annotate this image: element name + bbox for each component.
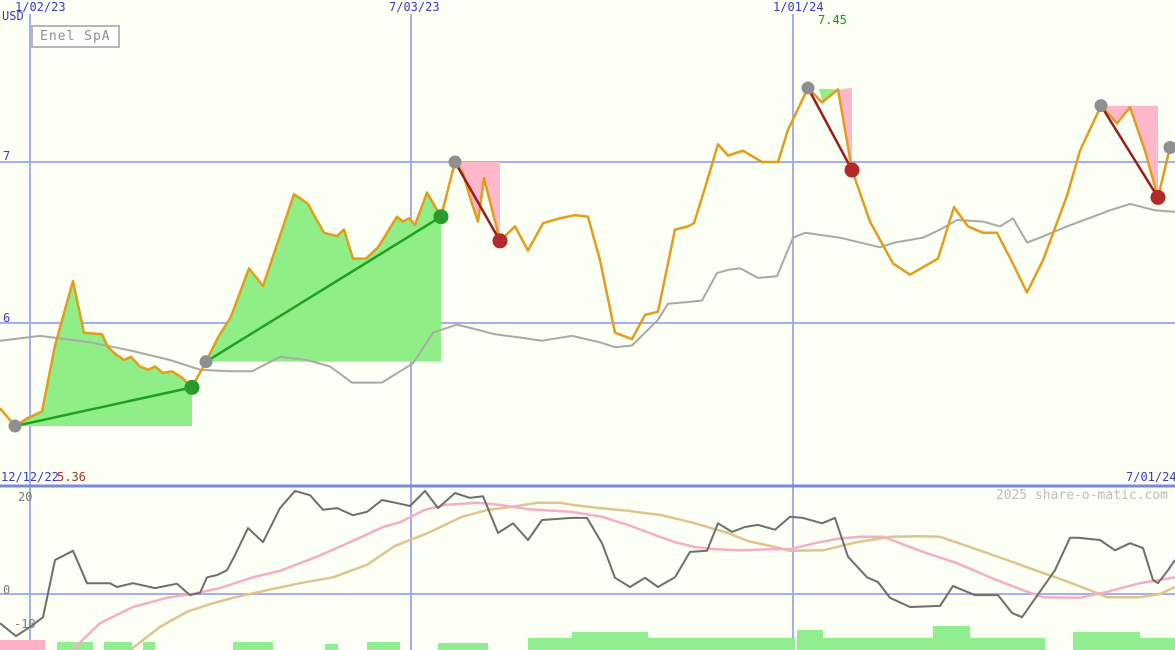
histogram-bar (648, 638, 738, 650)
signal-pink-line (71, 501, 1175, 650)
trend-start-dot (1094, 99, 1108, 113)
histogram-bar (104, 642, 132, 650)
trend-start-dot (1163, 141, 1175, 155)
trend-start-dot (801, 81, 815, 95)
down-trend-fill (1101, 105, 1158, 198)
trend-end-dot-down (1150, 189, 1166, 205)
histogram-bar (367, 642, 400, 650)
oscillator-line (0, 489, 1175, 638)
osc-tick-0: 0 (3, 583, 11, 597)
histogram-bar (797, 630, 823, 650)
down-trend-line (1099, 104, 1160, 199)
up-trend-line (205, 215, 442, 363)
price-line (0, 86, 1175, 428)
trend-start-dot (199, 355, 213, 369)
down-trend-line (453, 161, 502, 242)
symbol-box[interactable]: Enel SpA (31, 25, 120, 48)
trend-start-dot (448, 155, 462, 169)
histogram-bar (1140, 638, 1175, 650)
trend-end-dot-down (844, 162, 860, 178)
currency-label: USD (2, 9, 24, 23)
up-trend-fill (15, 281, 192, 426)
x-axis-label-jul-2023: 7/03/23 (389, 0, 440, 14)
osc-tick-20: 20 (18, 490, 33, 504)
y-tick-6: 6 (3, 311, 11, 325)
up-trend-fill (206, 192, 441, 362)
trend-start-dot (8, 419, 22, 433)
histogram-bar (528, 638, 572, 650)
histogram-bar (823, 638, 933, 650)
histogram-bar (572, 632, 648, 650)
x-axis-label-jan-2023: 1/02/23 (15, 0, 66, 14)
trend-end-dot-up (184, 379, 200, 395)
histogram-bar (970, 638, 1045, 650)
x-axis-label-jul-2024: 7/01/24 (1126, 470, 1175, 484)
trend-start-price-label: 5.36 (57, 470, 86, 484)
moving-average-line (0, 202, 1175, 384)
y-tick-7: 7 (3, 149, 11, 163)
x-axis-label-jan-2024: 1/01/24 (773, 0, 824, 14)
histogram-bar (233, 642, 273, 650)
symbol-label: Enel SpA (40, 29, 111, 44)
signal-tan-line (129, 501, 1175, 650)
up-trend-line (14, 386, 193, 428)
histogram-bar (933, 626, 970, 650)
osc-tick-neg10: -10 (14, 617, 36, 631)
trend-end-dot-down (492, 233, 508, 249)
histogram-bar (738, 638, 795, 650)
trend-end-dot-up (433, 209, 449, 225)
watermark: 2025 share-o-matic.com (995, 488, 1168, 503)
peak-price-label: 7.45 (818, 13, 847, 27)
histogram-bar (143, 642, 155, 650)
histogram-bar (438, 643, 488, 650)
trend-start-date-label: 12/12/22 (1, 470, 59, 484)
histogram-bar (1073, 632, 1140, 650)
histogram-bar (0, 640, 45, 650)
histogram-bar (325, 644, 338, 650)
down-trend-line (806, 87, 854, 171)
